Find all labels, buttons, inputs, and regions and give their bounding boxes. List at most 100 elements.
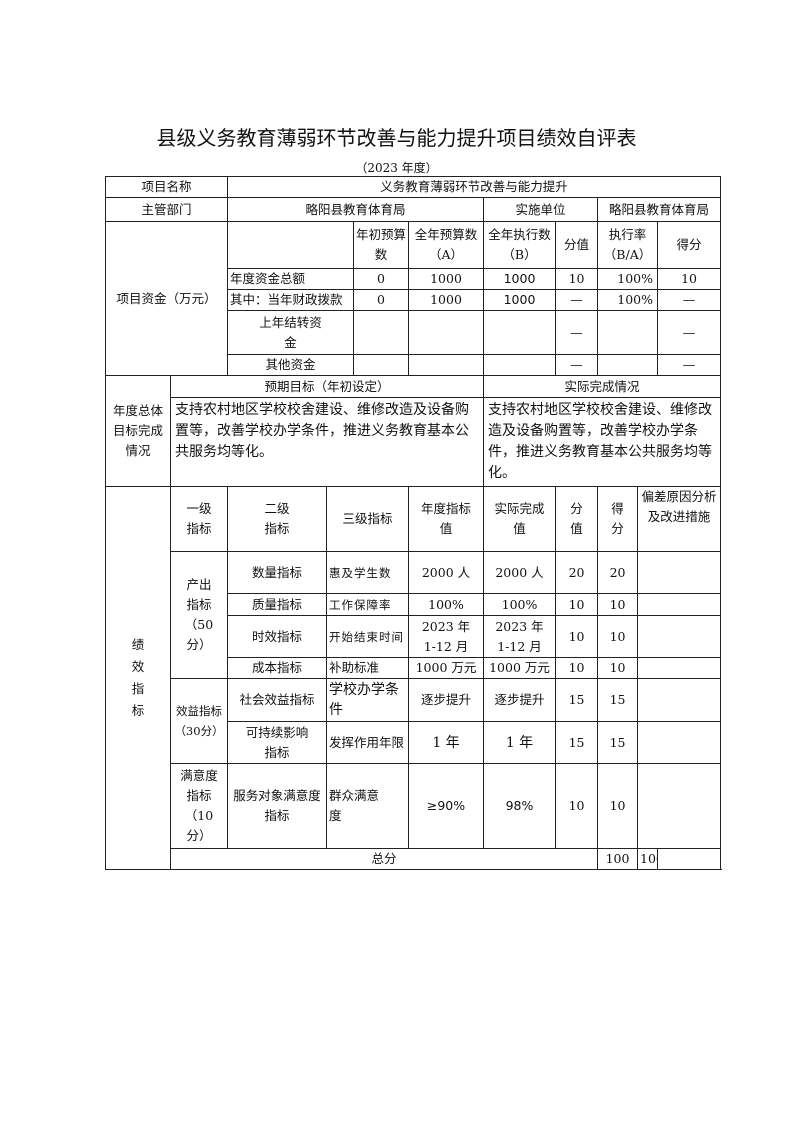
header: 二级指标: [227, 486, 328, 552]
cell: 逐步提升: [483, 678, 557, 722]
cell: [408, 354, 485, 376]
funds-row: 其中：当年财政拨款 0 1000 1000 — 100% —: [106, 289, 722, 311]
group-label: 产出指标（50分）: [169, 551, 229, 679]
cell: [483, 310, 557, 355]
cell: [657, 848, 722, 870]
cell: 1000 万元: [408, 657, 485, 679]
evaluation-table: 项目名称 义务教育薄弱环节改善与能力提升 主管部门 略阳县教育体育局 实施单位 …: [104, 176, 722, 870]
header: 全年执行数（B）: [483, 221, 557, 269]
cell: 98%: [483, 763, 557, 849]
cell: [483, 354, 557, 376]
group-label: 满意度指标（10分）: [169, 763, 229, 849]
cell: —: [555, 310, 599, 355]
page-title: 县级义务教育薄弱环节改善与能力提升项目绩效自评表: [156, 126, 637, 150]
cell: 时效指标: [227, 615, 328, 658]
cell: 逐步提升: [408, 678, 485, 722]
cell: 10: [597, 657, 639, 679]
header: 年度指标值: [408, 486, 485, 552]
cell: 学校办学条件: [326, 678, 410, 722]
cell: 15: [597, 721, 639, 764]
cell: 社会效益指标: [227, 678, 328, 722]
actual-result: 支持农村地区学校校舍建设、维修改造及设备购置等，改善学校办学条件，推进义务教育基…: [483, 397, 722, 487]
goals-label: 年度总体目标完成情况: [105, 375, 171, 487]
cell: 10: [555, 763, 599, 849]
cell: [637, 678, 722, 722]
cell: 1000: [408, 289, 485, 311]
header: 实际完成值: [483, 486, 557, 552]
perf-row: 时效指标 开始结束时间 2023 年 1-12 月 2023 年 1-12 月 …: [106, 615, 722, 658]
cell: 2023 年 1-12 月: [483, 615, 557, 658]
cell: [637, 657, 722, 679]
cell: 20: [597, 551, 639, 594]
header: 年初预算数: [353, 221, 410, 269]
cell: 惠及学生数: [326, 551, 410, 594]
cell: 可持续影响指标: [227, 721, 328, 764]
fund-name: 上年结转资金: [227, 310, 355, 355]
header: 实际完成情况: [483, 375, 722, 398]
funds-row: 其他资金 — —: [106, 354, 722, 376]
expected-goal: 支持农村地区学校校舍建设、维修改造及设备购置等，改善学校办学条件，推进义务教育基…: [169, 397, 485, 487]
fund-name: 其他资金: [227, 354, 355, 376]
cell: 100%: [483, 593, 557, 616]
cell: [637, 593, 722, 616]
cell: 10: [597, 615, 639, 658]
dept: 略阳县教育体育局: [227, 197, 485, 222]
cell: 质量指标: [227, 593, 328, 616]
year-subtitle: （2023 年度）: [355, 161, 438, 175]
perf-label: 绩效指标: [105, 486, 171, 870]
cell: [637, 551, 722, 594]
cell: 0: [353, 289, 410, 311]
cell: 1000: [483, 289, 557, 311]
cell: [637, 615, 722, 658]
perf-row: 产出指标（50分） 数量指标 惠及学生数 2000 人 2000 人 20 20: [106, 551, 722, 679]
cell: [353, 310, 410, 355]
cell: 100%: [597, 289, 659, 311]
cell: 成本指标: [227, 657, 328, 679]
cell: 1 年: [483, 721, 557, 764]
cell: 15: [555, 721, 599, 764]
group-label: 效益指标（30分）: [169, 678, 229, 764]
perf-row: 满意度指标（10分） 服务对象满意度指标 群众满意度 ≥90% 98% 10 1…: [106, 763, 722, 849]
cell: 群众满意度: [326, 763, 410, 849]
header: 得分: [657, 221, 722, 269]
header: 三级指标: [326, 486, 410, 552]
cell: [353, 354, 410, 376]
label: 实施单位: [483, 197, 599, 222]
cell: [637, 763, 722, 849]
cell: 10: [555, 268, 599, 290]
cell: 2000 人: [483, 551, 557, 594]
cell: 10: [555, 593, 599, 616]
cell: —: [657, 310, 722, 355]
cell: —: [657, 354, 722, 376]
cell: 数量指标: [227, 551, 328, 594]
impl-unit: 略阳县教育体育局: [597, 197, 722, 222]
cell: 10: [597, 763, 639, 849]
cell: [597, 310, 659, 355]
dept-row: 主管部门 略阳县教育体育局 实施单位 略阳县教育体育局: [104, 197, 722, 222]
header: 一级指标: [169, 486, 229, 552]
cell: 工作保障率: [326, 593, 410, 616]
cell: [637, 721, 722, 764]
cell: 0: [353, 268, 410, 290]
funds-row: 上年结转资金 — —: [106, 310, 722, 355]
fund-name: 年度资金总额: [227, 268, 355, 290]
header: 全年预算数（A）: [408, 221, 485, 269]
cell: ≥90%: [408, 763, 485, 849]
cell: 15: [555, 678, 599, 722]
blank: [227, 221, 355, 269]
cell: 补助标准: [326, 657, 410, 679]
funds-header-row: 项目资金（万元） 年初预算数 全年预算数（A） 全年执行数（B） 分值 执行率（…: [104, 221, 722, 376]
total-label: 总分: [169, 848, 599, 870]
cell: 2023 年 1-12 月: [408, 615, 485, 658]
label: 项目名称: [104, 176, 229, 198]
goals-row: 支持农村地区学校校舍建设、维修改造及设备购置等，改善学校办学条件，推进义务教育基…: [106, 397, 722, 487]
cell: —: [657, 289, 722, 311]
label: 主管部门: [104, 197, 229, 222]
cell: 1000 万元: [483, 657, 557, 679]
cell: —: [555, 354, 599, 376]
cell: 10: [597, 593, 639, 616]
perf-row: 效益指标（30分） 社会效益指标 学校办学条件 逐步提升 逐步提升 15 15: [106, 678, 722, 764]
header: 偏差原因分析及改进措施: [637, 486, 722, 552]
cell: 20: [555, 551, 599, 594]
cell: —: [555, 289, 599, 311]
